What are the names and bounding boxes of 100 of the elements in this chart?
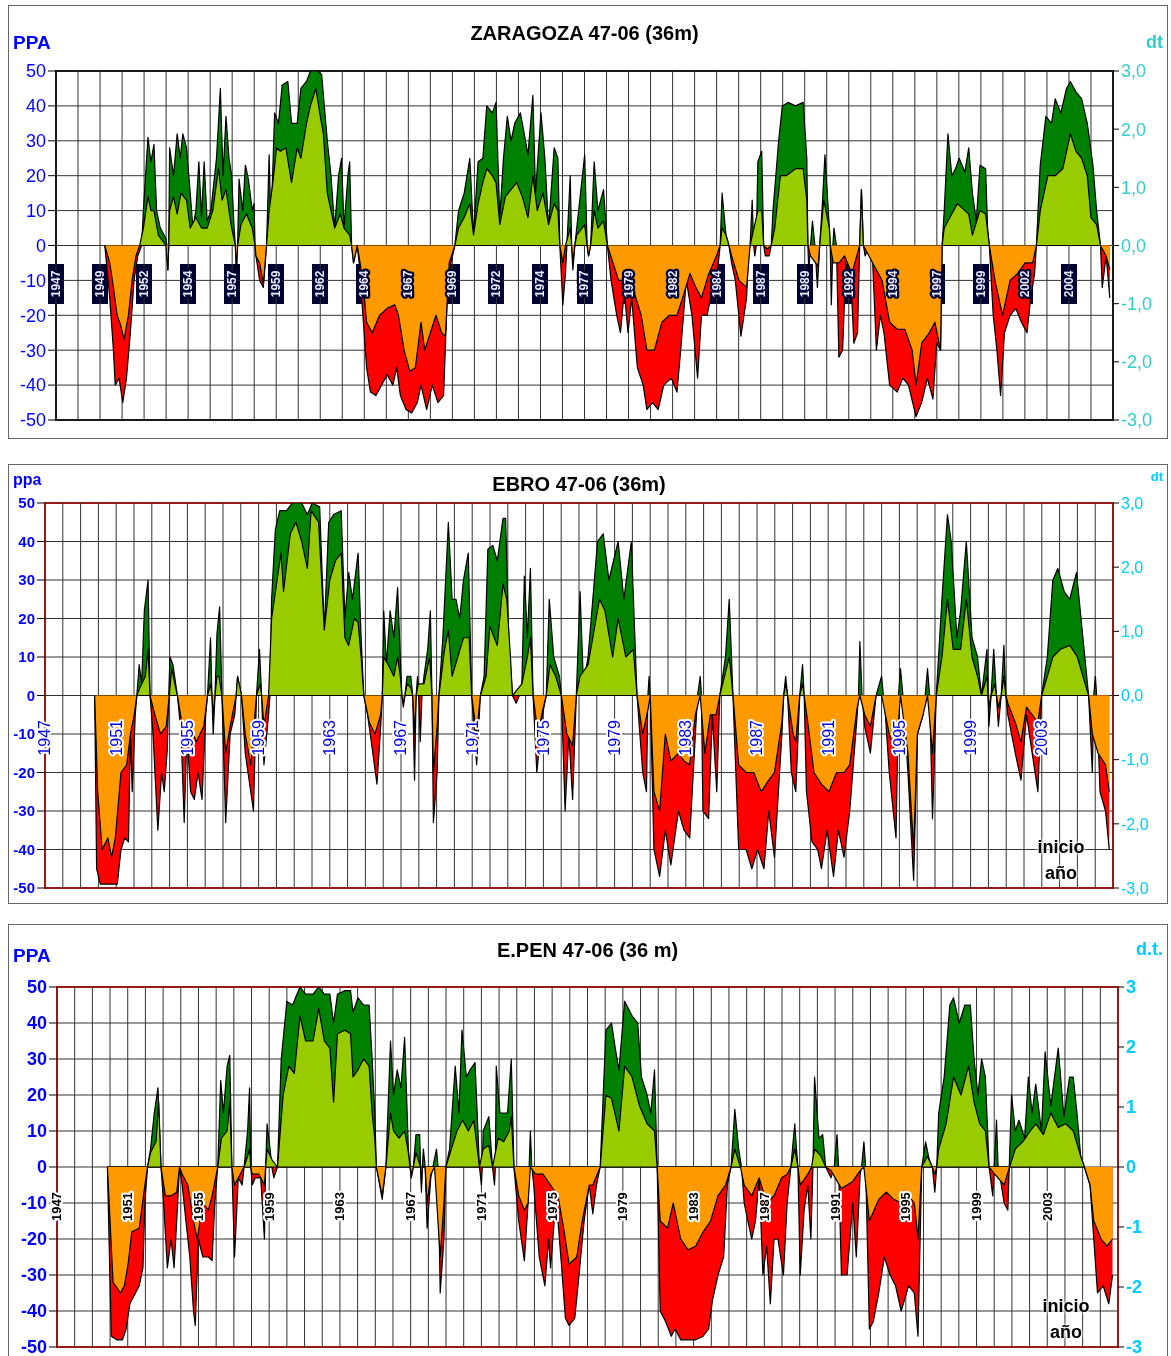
- x-tick-label: 1959: [261, 1192, 277, 1222]
- y-tick-label: -30: [19, 340, 46, 361]
- x-tick-label: 1971: [463, 719, 481, 756]
- y2-tick-label: 3,0: [1121, 61, 1147, 82]
- y2-tick-label: -2: [1126, 1277, 1143, 1298]
- y-tick-label: -40: [19, 375, 46, 396]
- x-tick-label: 1979: [615, 1192, 631, 1222]
- y-tick-label: 0: [35, 235, 46, 256]
- y-tick-label: -30: [13, 802, 35, 820]
- y-tick-label: -50: [20, 1337, 47, 1356]
- x-tick-label: 1975: [544, 1192, 560, 1222]
- x-tick-label: 2003: [1033, 719, 1051, 756]
- y-tick-label: 50: [26, 977, 47, 998]
- y-tick-label: -10: [19, 270, 46, 291]
- y2-axis-title: dt: [1146, 32, 1163, 53]
- x-tick-label: 1971: [473, 1192, 489, 1222]
- x-tick-label: 1967: [401, 270, 416, 298]
- y2-tick-label: 3,0: [1121, 494, 1144, 512]
- y-tick-label: -20: [13, 763, 35, 781]
- y2-tick-label: -1,0: [1121, 294, 1153, 315]
- x-tick-label: 1995: [898, 1192, 914, 1222]
- y-tick-label: 10: [18, 648, 35, 666]
- x-tick-label: 1977: [577, 270, 592, 298]
- y2-tick-label: -3,0: [1121, 879, 1149, 897]
- y-tick-label: 20: [26, 1085, 47, 1106]
- x-tick-label: 1989: [797, 270, 812, 298]
- y-tick-label: 40: [25, 96, 46, 117]
- y-tick-label: 40: [26, 1013, 47, 1034]
- y-tick-label: 10: [26, 1121, 47, 1142]
- x-tick-label: 2003: [1039, 1192, 1055, 1222]
- y2-tick-label: 2,0: [1121, 558, 1144, 576]
- x-tick-label: 1967: [392, 719, 410, 756]
- x-tick-label: 1959: [269, 270, 284, 298]
- x-tick-label: 1951: [107, 719, 125, 756]
- y-tick-label: 50: [18, 494, 35, 512]
- y2-tick-label: 0,0: [1121, 235, 1147, 256]
- y-tick-label: 30: [18, 571, 35, 589]
- x-tick-label: 1952: [137, 270, 152, 298]
- x-tick-label: 1969: [445, 270, 460, 298]
- x-tick-label: 1999: [973, 270, 988, 298]
- x-tick-label: 1979: [606, 719, 624, 756]
- x-tick-label: 2004: [1061, 270, 1076, 298]
- y-axis-title: ppa: [13, 471, 42, 489]
- x-tick-label: 1984: [709, 270, 724, 298]
- chart-title: ZARAGOZA 47-06 (36m): [469, 22, 700, 45]
- x-tick-label: 1954: [181, 270, 196, 298]
- x-tick-label: 1963: [332, 1192, 348, 1222]
- y2-tick-label: -1: [1126, 1217, 1143, 1238]
- x-tick-label: 1963: [321, 719, 339, 756]
- y-tick-label: 30: [26, 1049, 47, 1070]
- y2-tick-label: 2: [1126, 1037, 1137, 1058]
- x-tick-label: 1955: [178, 719, 196, 756]
- y2-tick-label: -3: [1126, 1337, 1143, 1356]
- x-tick-label: 1949: [93, 270, 108, 298]
- y-axis-title: PPA: [13, 32, 51, 54]
- y-tick-label: 10: [25, 200, 46, 221]
- y2-tick-label: -3,0: [1121, 410, 1153, 431]
- y-tick-label: -30: [20, 1265, 47, 1286]
- x-tick-label: 1991: [819, 719, 837, 756]
- x-tick-label: 1987: [748, 719, 766, 756]
- x-tick-label: 1972: [489, 270, 504, 298]
- y-tick-label: -40: [20, 1301, 47, 1322]
- x-tick-label: 1947: [49, 270, 63, 298]
- x-tick-label: 1982: [665, 270, 680, 298]
- x-tick-label: 1967: [403, 1192, 419, 1222]
- x-tick-label: 1975: [534, 719, 552, 756]
- y-tick-label: 30: [25, 131, 46, 152]
- y-axis-title: PPA: [13, 945, 51, 967]
- x-tick-label: 1995: [890, 719, 908, 756]
- y2-tick-label: 0,0: [1121, 687, 1144, 705]
- x-tick-label: 1951: [120, 1192, 136, 1222]
- y-tick-label: -40: [13, 840, 35, 858]
- x-tick-label: 1947: [49, 1192, 65, 1222]
- x-tick-label: 1987: [753, 270, 768, 298]
- x-tick-label: 1947: [36, 719, 54, 756]
- chart-title: EBRO 47-06 (36m): [491, 473, 667, 496]
- y-tick-label: -50: [19, 410, 46, 431]
- y-tick-label: -20: [20, 1229, 47, 1250]
- y2-tick-label: -1,0: [1121, 751, 1149, 769]
- y-tick-label: 0: [26, 686, 35, 704]
- x-tick-label: 1997: [929, 270, 944, 298]
- x-tick-label: 1994: [885, 270, 900, 298]
- y-tick-label: -10: [20, 1193, 47, 1214]
- y2-axis-title: d.t.: [1136, 939, 1163, 960]
- chart-title: E.PEN 47-06 (36 m): [495, 939, 680, 962]
- y2-tick-label: 2,0: [1121, 119, 1147, 140]
- y-tick-label: -20: [19, 305, 46, 326]
- x-tick-label: 1983: [686, 1192, 702, 1222]
- y2-tick-label: 0: [1126, 1157, 1137, 1178]
- x-tick-label: 1999: [962, 719, 980, 756]
- y-tick-label: 20: [18, 609, 35, 627]
- y-tick-label: 20: [25, 166, 46, 187]
- y2-axis-title: dt: [1150, 469, 1163, 484]
- y2-tick-label: 1,0: [1121, 177, 1147, 198]
- y2-tick-label: 1: [1126, 1097, 1137, 1118]
- y2-tick-label: 1,0: [1121, 623, 1144, 641]
- x-tick-label: 1999: [969, 1192, 985, 1222]
- y2-tick-label: -2,0: [1121, 815, 1149, 833]
- y-tick-label: -50: [13, 879, 35, 897]
- y2-tick-label: -2,0: [1121, 352, 1153, 373]
